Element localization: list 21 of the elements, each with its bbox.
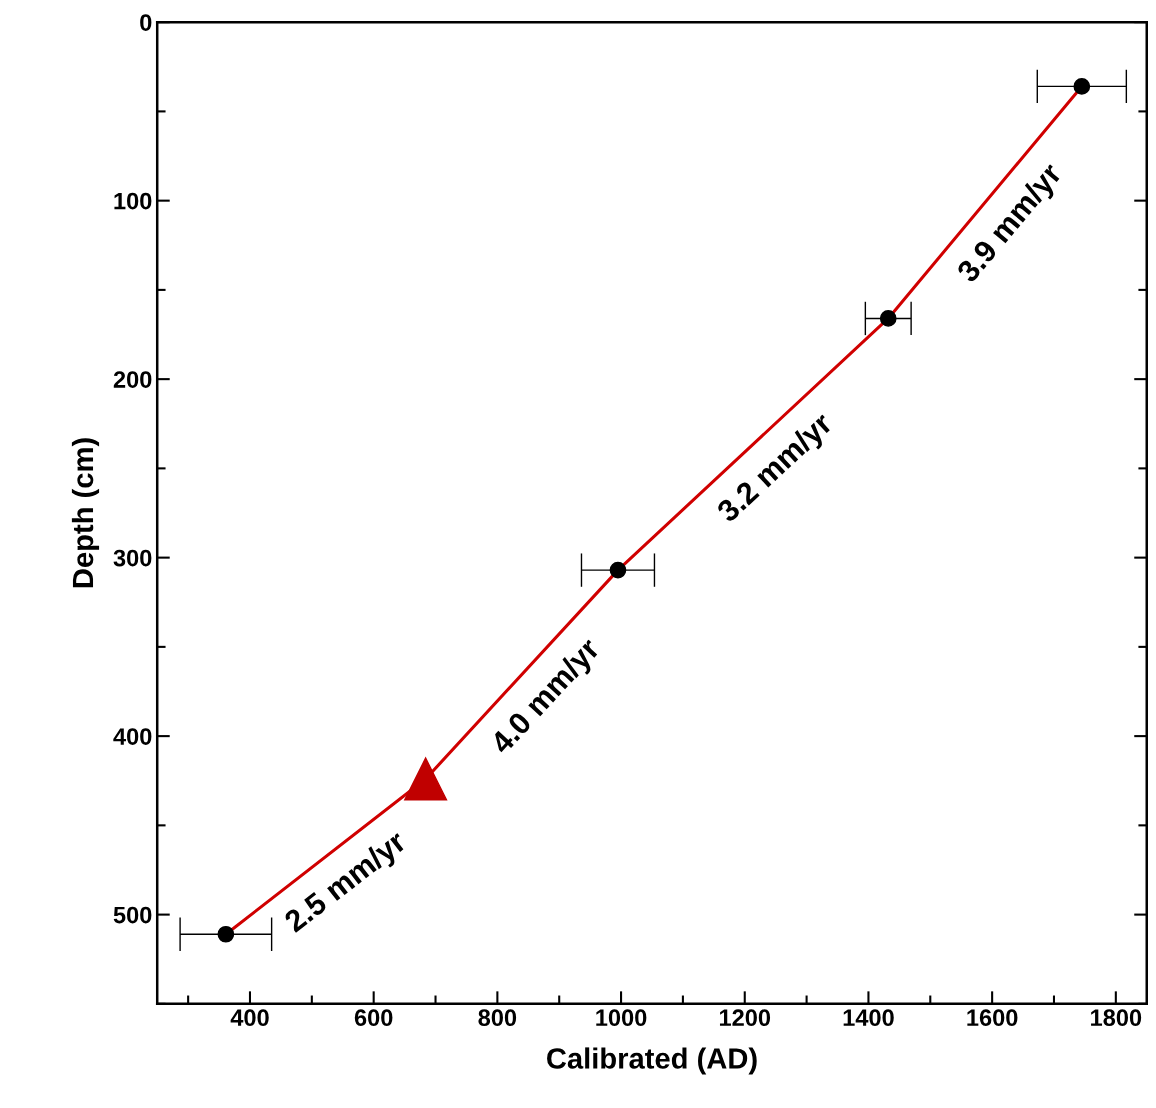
x-tick-label: 1000 xyxy=(596,1009,647,1027)
y-tick-label: 300 xyxy=(113,549,152,567)
point xyxy=(404,757,448,801)
x-tick-label: 1800 xyxy=(1091,1009,1142,1027)
x-tick-label: 400 xyxy=(230,1009,269,1027)
x-tick-label: 800 xyxy=(478,1009,517,1027)
y-tick-label: 100 xyxy=(114,192,152,210)
point xyxy=(1073,78,1091,95)
y-tick-label: 400 xyxy=(113,728,152,745)
y-axis-title: Depth (cm) xyxy=(71,438,100,588)
point xyxy=(217,925,235,943)
point xyxy=(879,310,897,327)
x-axis-title: Calibrated (AD) xyxy=(547,1047,757,1075)
y-tick-label: 0 xyxy=(140,14,152,31)
x-tick-label: 600 xyxy=(354,1009,393,1027)
x-tick-label: 1400 xyxy=(843,1009,894,1027)
x-tick-label: 1200 xyxy=(719,1009,771,1027)
x-tick-label: 1600 xyxy=(967,1009,1018,1027)
y-tick-label: 200 xyxy=(113,371,152,388)
point xyxy=(609,561,627,579)
y-tick-label: 500 xyxy=(113,906,152,924)
